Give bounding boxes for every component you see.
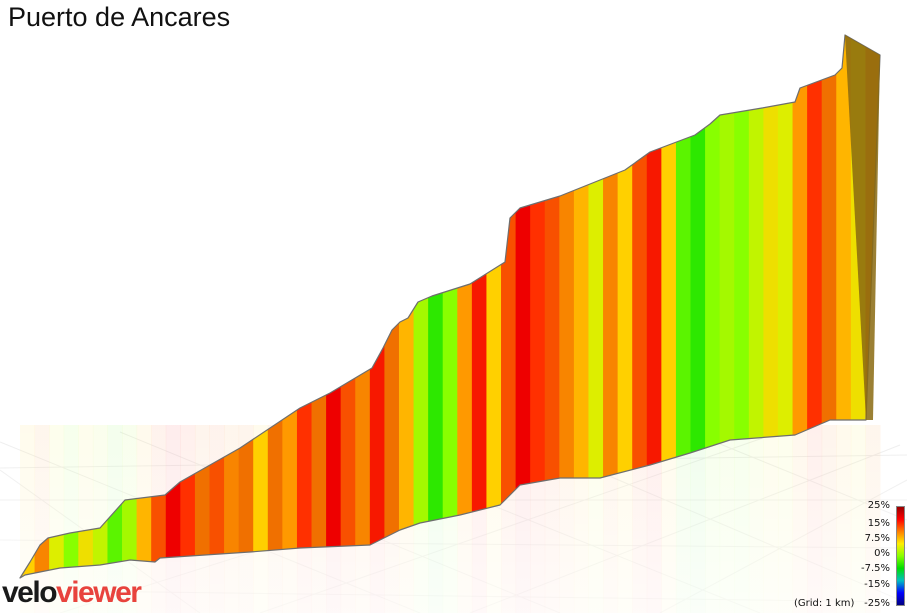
gradient-segment (398, 35, 415, 578)
gradient-segment (632, 35, 648, 578)
veloviewer-logo[interactable]: veloviewer (2, 576, 142, 609)
gradient-segment (646, 35, 662, 578)
summit-face (845, 35, 880, 420)
gradient-segment (311, 35, 327, 578)
legend-label: -7.5% (860, 563, 890, 574)
gradient-segment (355, 35, 371, 578)
gradient-segment (194, 35, 211, 578)
gradient-segment (282, 35, 298, 578)
legend-label: 25% (867, 500, 890, 511)
legend-label: 7.5% (864, 533, 890, 544)
profile-outline (19, 34, 881, 579)
logo-part-viewer: viewer (56, 576, 142, 609)
gradient-segment (384, 35, 400, 578)
gradient-segment (661, 35, 677, 578)
gradient-segment (369, 35, 386, 578)
gradient-segment (442, 35, 458, 578)
gradient-segment (151, 35, 167, 578)
chart-title: Puerto de Ancares (8, 2, 231, 32)
gradient-segment (165, 35, 181, 578)
legend-label: 15% (867, 518, 890, 529)
gradient-segment (296, 35, 313, 578)
gradient-segment (180, 35, 196, 578)
gradient-segment (209, 35, 225, 578)
gradient-segment (675, 35, 692, 578)
gradient-segment (486, 35, 502, 578)
gradient-segment (471, 35, 488, 578)
gradient-segment (326, 35, 342, 578)
gradient-segment (224, 35, 240, 578)
gradient-segment (428, 35, 444, 578)
legend-label: 0% (874, 548, 890, 559)
legend-label: -15% (864, 579, 890, 590)
gradient-segment (136, 35, 152, 578)
gradient-segment (705, 35, 721, 578)
gradient-segment (457, 35, 473, 578)
gradient-segment (690, 35, 706, 578)
gradient-segment (340, 35, 356, 578)
gradient-segment (238, 35, 254, 578)
logo-part-velo: velo (2, 576, 58, 609)
gradient-legend-bar (896, 506, 905, 606)
gradient-segment (253, 35, 269, 578)
gradient-segment (267, 35, 283, 578)
gradient-segment (122, 35, 138, 578)
grid-caption: (Grid: 1 km) (794, 598, 855, 609)
legend-label: -25% (864, 598, 890, 609)
